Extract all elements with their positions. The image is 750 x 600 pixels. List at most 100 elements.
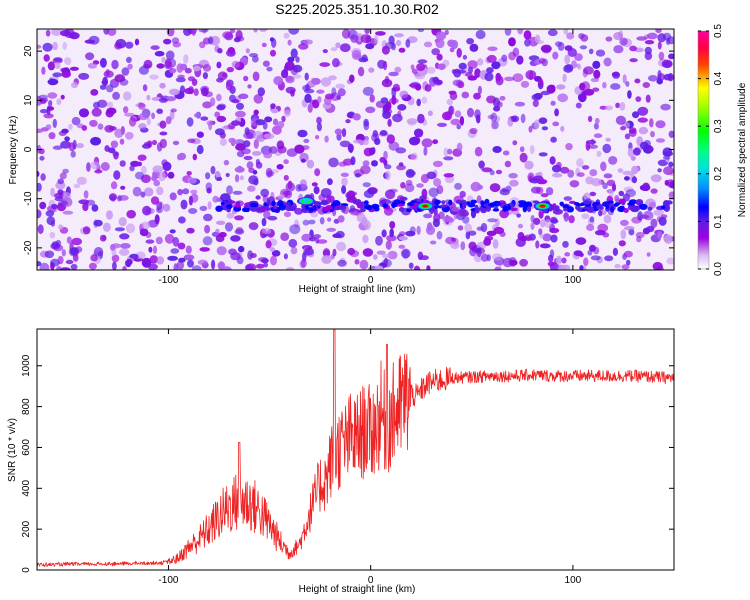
noise-speck [492,239,499,249]
noise-speck [380,97,389,104]
noise-speck [87,62,97,69]
noise-speck [306,159,315,169]
noise-speck [547,29,558,37]
noise-speck [593,133,603,138]
noise-speck [203,91,213,98]
noise-speck [66,236,72,244]
noise-speck [396,39,402,47]
noise-speck [389,228,395,238]
noise-speck [332,233,342,238]
noise-speck [662,32,672,41]
noise-speck [89,119,98,127]
noise-speck [456,142,463,152]
noise-speck [579,45,588,50]
noise-speck [372,254,378,260]
noise-speck [374,137,381,145]
noise-speck [217,48,223,54]
noise-speck [539,233,544,239]
noise-speck [474,68,481,78]
noise-speck [644,46,652,55]
noise-speck [531,93,542,101]
noise-speck [262,194,268,203]
noise-speck [216,61,222,69]
noise-speck [516,55,524,65]
noise-speck [295,56,300,63]
noise-speck [112,151,120,157]
noise-speck [502,150,510,156]
noise-speck [60,140,72,149]
noise-speck [106,107,117,115]
noise-speck [40,173,46,181]
signal-cell [372,205,378,210]
noise-speck [476,247,482,258]
noise-speck [423,213,433,219]
noise-speck [577,65,582,70]
noise-speck [308,219,316,225]
noise-speck [394,33,404,38]
noise-speck [314,168,321,177]
noise-speck [110,140,119,149]
noise-speck [268,146,278,154]
noise-speck [231,60,240,69]
noise-speck [300,158,306,163]
noise-speck [90,254,98,262]
signal-cell [272,206,278,210]
noise-speck [388,141,400,151]
noise-speck [246,161,254,170]
noise-speck [340,172,349,177]
noise-speck [137,161,142,167]
noise-speck [396,164,406,171]
noise-speck [102,76,108,87]
noise-speck [54,196,64,202]
colorbar-tick-label: 0.0 [713,262,724,276]
noise-speck [416,98,422,107]
noise-speck [184,87,194,95]
noise-speck [624,176,630,181]
noise-speck [247,84,252,89]
noise-speck [663,166,674,176]
noise-speck [142,205,152,216]
noise-speck [664,179,669,186]
noise-speck [602,143,612,154]
noise-speck [581,165,590,170]
noise-speck [587,144,598,149]
noise-speck [432,139,439,145]
noise-speck [392,113,403,123]
noise-speck [381,78,393,88]
noise-speck [417,59,428,64]
noise-speck [590,138,595,146]
noise-speck [134,171,145,180]
signal-cell [605,204,609,209]
signal-cell [478,206,484,211]
noise-speck [524,38,531,47]
noise-speck [231,120,241,126]
signal-peak [422,204,429,208]
noise-speck [45,29,51,37]
signal-cell [439,204,448,208]
noise-speck [499,188,510,196]
signal-cell [456,199,462,204]
noise-speck [114,42,122,50]
noise-speck [481,253,489,262]
noise-speck [637,211,643,221]
noise-speck [610,83,621,90]
noise-speck [634,78,641,84]
noise-speck [60,67,68,73]
noise-speck [196,131,204,138]
noise-speck [172,236,180,247]
signal-cell [398,207,405,212]
noise-speck [490,112,498,123]
noise-speck [216,115,227,123]
signal-cell [660,205,666,210]
noise-speck [111,243,122,249]
noise-speck [281,115,286,123]
noise-speck [349,74,355,83]
noise-speck [270,49,276,57]
noise-speck [657,159,669,167]
noise-speck [76,143,84,149]
noise-speck [580,81,591,92]
noise-speck [592,60,601,69]
noise-speck [200,116,209,121]
